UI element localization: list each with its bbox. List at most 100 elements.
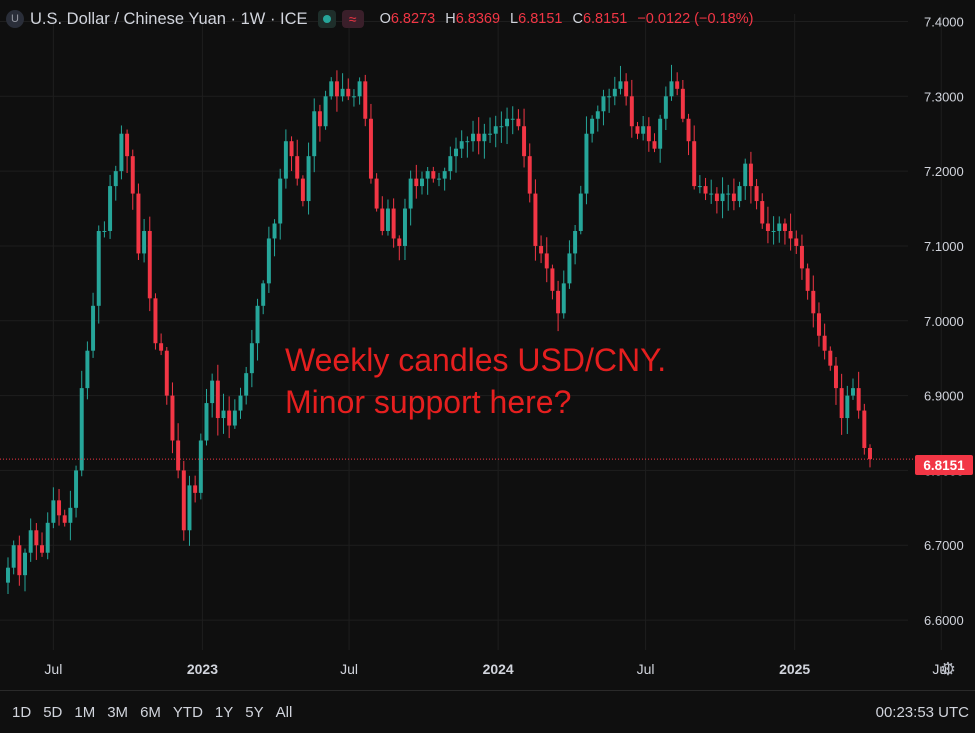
candle-body	[595, 111, 600, 119]
candle-body	[720, 193, 725, 202]
candle-body	[760, 201, 765, 224]
time-axis[interactable]: Jul2023Jul2024Jul2025Jul2026	[44, 661, 975, 677]
candle	[669, 64, 674, 101]
market-status-icon[interactable]	[317, 10, 336, 28]
candle-body	[437, 178, 441, 180]
range-3m-button[interactable]: 3M	[101, 704, 134, 721]
candle-body	[686, 118, 691, 142]
candle	[607, 88, 612, 113]
candle-body	[425, 171, 430, 179]
candle	[329, 77, 334, 100]
range-1y-button[interactable]: 1Y	[209, 704, 239, 721]
candle-body	[181, 470, 186, 531]
candle-body	[278, 178, 283, 224]
candle	[510, 106, 515, 135]
candle	[312, 98, 317, 173]
candle	[782, 218, 787, 245]
candle-body	[584, 133, 589, 194]
range-5y-button[interactable]: 5Y	[239, 704, 269, 721]
candle-body	[845, 395, 850, 419]
candle	[851, 378, 855, 400]
candle	[164, 346, 169, 405]
utc-clock[interactable]: 00:23:53 UTC	[875, 704, 969, 721]
price-axis[interactable]: 6.60006.70006.80006.90007.00007.10007.20…	[924, 14, 964, 628]
candle	[238, 387, 243, 419]
candle-body	[289, 141, 294, 157]
range-6m-button[interactable]: 6M	[134, 704, 167, 721]
range-5d-button[interactable]: 5D	[37, 704, 68, 721]
candle-body	[108, 186, 113, 231]
symbol-badge[interactable]: U	[6, 10, 24, 28]
candle	[295, 139, 300, 186]
candle-body	[493, 126, 498, 134]
y-tick-label: 6.6000	[924, 613, 964, 628]
candle	[448, 146, 453, 180]
chart-header: U U.S. Dollar / Chinese Yuan · 1W · ICE …	[6, 7, 753, 31]
candle-body	[765, 223, 770, 231]
y-tick-label: 7.0000	[924, 314, 964, 329]
candle-body	[170, 395, 175, 441]
candle-body	[839, 388, 844, 419]
candle-body	[340, 88, 345, 97]
candle-body	[510, 118, 515, 120]
annotation-line-2: Minor support here?	[285, 383, 572, 420]
candle-body	[79, 388, 84, 471]
candle-body	[612, 88, 617, 97]
high-value: H6.8369	[445, 11, 501, 27]
candle	[488, 117, 493, 143]
candle-body	[771, 230, 776, 232]
candle-body	[11, 545, 16, 568]
candle	[539, 235, 544, 264]
last-price-label: 6.8151	[915, 455, 973, 475]
settings-gear-icon[interactable]: ⚙	[939, 658, 957, 679]
candle-body	[34, 530, 39, 546]
range-1d-button[interactable]: 1D	[6, 704, 37, 721]
candle	[618, 65, 623, 95]
candle	[805, 263, 810, 300]
candle	[210, 373, 215, 418]
candle	[425, 166, 430, 195]
wave-icon[interactable]: ≈	[341, 10, 364, 28]
range-ytd-button[interactable]: YTD	[167, 704, 209, 721]
x-tick-label: Jul	[637, 661, 655, 677]
candle-body	[323, 96, 328, 127]
candle-body	[249, 343, 254, 374]
candle-body	[221, 410, 226, 419]
candle	[385, 199, 390, 236]
candle	[283, 129, 288, 189]
candle	[363, 74, 368, 127]
candle	[323, 90, 328, 130]
grid	[0, 14, 942, 650]
candle-body	[227, 410, 232, 426]
candle-body	[561, 283, 566, 314]
candle-body	[788, 230, 793, 239]
range-all-button[interactable]: All	[270, 704, 299, 721]
candle-body	[544, 253, 549, 269]
candle	[505, 107, 510, 145]
candle-body	[527, 156, 532, 194]
candle-body	[799, 245, 804, 269]
candle-body	[629, 96, 634, 127]
open-value: O6.8273	[379, 11, 436, 27]
candle	[102, 221, 107, 238]
candle-body	[448, 156, 453, 172]
candle	[181, 460, 186, 541]
y-tick-label: 6.9000	[924, 389, 964, 404]
candle-body	[164, 350, 169, 396]
symbol-title[interactable]: U.S. Dollar / Chinese Yuan · 1W · ICE	[30, 9, 308, 28]
candle-body	[266, 238, 271, 284]
candle-body	[238, 395, 243, 411]
candle	[374, 173, 379, 212]
time-range-buttons: 1D 5D 1M 3M 6M YTD 1Y 5Y All	[6, 704, 298, 721]
candle	[28, 518, 33, 562]
x-tick-label: Jul	[932, 661, 950, 677]
candle	[204, 388, 209, 446]
candle	[414, 164, 419, 199]
candle-body	[851, 388, 855, 396]
range-1m-button[interactable]: 1M	[68, 704, 101, 721]
candle	[493, 115, 498, 148]
candle-body	[499, 126, 504, 128]
candle	[159, 333, 164, 356]
candle	[459, 130, 464, 158]
